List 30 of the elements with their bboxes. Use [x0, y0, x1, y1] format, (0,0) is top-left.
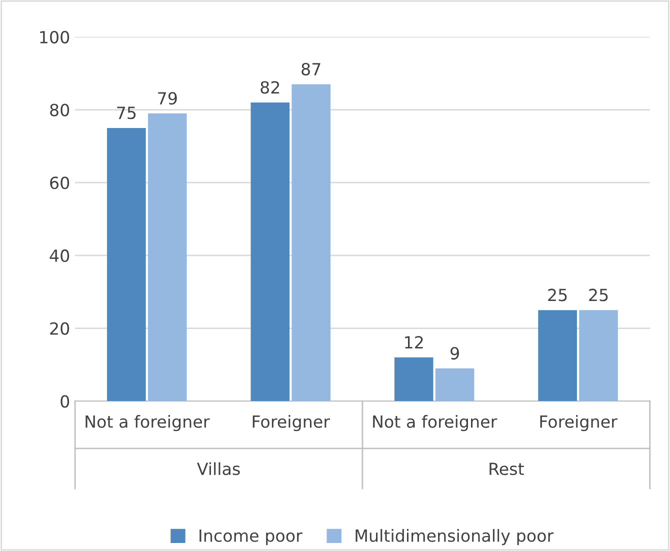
data-label: 25 [548, 288, 567, 302]
bar [250, 102, 290, 402]
bar [538, 310, 577, 402]
bar [394, 357, 434, 402]
legend-label: Multidimensionally poor [356, 529, 554, 546]
data-label: 87 [302, 62, 320, 76]
text: Rest [490, 462, 524, 476]
bar [579, 310, 618, 402]
data-label: 9 [450, 346, 459, 360]
data-label: 75 [117, 106, 136, 120]
legend-label: Income poor [200, 530, 302, 546]
y-tick-label: 40 [50, 249, 70, 262]
data-label: 79 [158, 92, 177, 105]
x-tick-label: Not a foreigner [86, 415, 210, 432]
data-label: 25 [589, 288, 608, 302]
data-label: 12 [405, 336, 423, 348]
data-label: 82 [260, 81, 280, 94]
y-tick-label: 100 [40, 30, 70, 44]
x-tick-label: Not a foreigner [373, 415, 498, 432]
x-tick-label: Foreigner [540, 415, 618, 432]
bar [292, 84, 330, 402]
x-tick-label: Foreigner [252, 415, 330, 432]
bar [148, 113, 187, 402]
bar [435, 368, 474, 402]
y-tick-label: 60 [50, 176, 70, 190]
y-tick-label: 20 [50, 322, 70, 335]
y-tick-label: 0 [60, 395, 70, 408]
bar [107, 128, 146, 402]
y-tick-label: 80 [50, 104, 70, 116]
text: Villas [196, 462, 240, 476]
